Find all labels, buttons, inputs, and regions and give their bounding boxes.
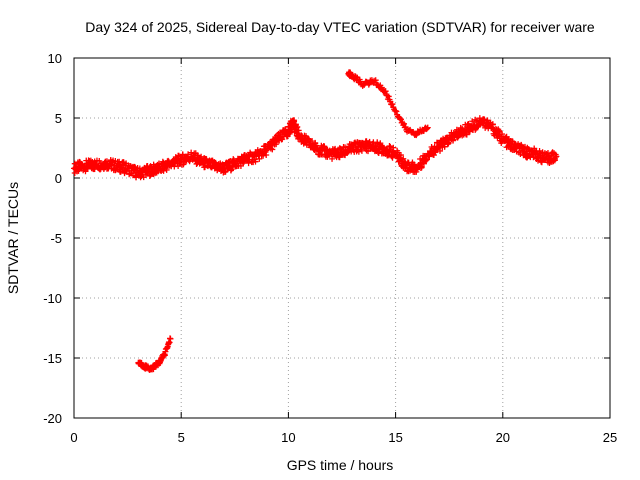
data-point	[423, 126, 430, 133]
y-tick-label: -15	[43, 351, 62, 366]
data-point	[240, 160, 247, 167]
data-point	[263, 147, 270, 154]
x-axis-label: GPS time / hours	[287, 457, 394, 473]
data-point	[401, 120, 408, 127]
data-point	[481, 116, 488, 123]
data-point	[445, 140, 452, 147]
y-tick-label: -10	[43, 291, 62, 306]
data-point	[306, 136, 313, 143]
y-tick-label: 5	[55, 111, 62, 126]
x-tick-label: 20	[496, 430, 510, 445]
grid	[74, 58, 610, 418]
data-point	[441, 143, 448, 150]
data-point	[329, 155, 336, 162]
data-point	[337, 145, 344, 152]
data-point	[245, 160, 252, 167]
data-point	[423, 157, 430, 164]
data-point	[167, 335, 174, 342]
data-point	[163, 166, 170, 173]
data-point	[198, 153, 205, 160]
data-point	[413, 132, 420, 139]
x-tick-label: 5	[178, 430, 185, 445]
data-point	[489, 121, 496, 128]
data-point	[269, 146, 276, 153]
chart-title: Day 324 of 2025, Sidereal Day-to-day VTE…	[85, 19, 595, 35]
data-layer	[71, 69, 560, 373]
data-point	[180, 161, 187, 168]
data-point	[423, 125, 430, 132]
data-point	[463, 131, 470, 138]
data-point	[390, 144, 397, 151]
data-point	[519, 147, 526, 154]
data-point	[538, 159, 545, 166]
data-point	[499, 131, 506, 138]
data-point	[476, 115, 483, 122]
data-point	[450, 137, 457, 144]
data-point	[538, 158, 545, 165]
data-point	[418, 163, 425, 170]
data-point	[374, 139, 381, 146]
x-tick-label: 25	[603, 430, 617, 445]
data-point	[294, 123, 301, 130]
data-point	[372, 77, 379, 84]
data-point	[517, 151, 524, 158]
data-point	[466, 128, 473, 135]
data-point	[393, 108, 400, 115]
data-point	[256, 155, 263, 162]
data-point	[397, 152, 404, 159]
data-point	[433, 145, 440, 152]
data-point	[218, 166, 225, 173]
data-point	[387, 143, 394, 150]
data-point	[400, 155, 407, 162]
y-tick-label: -20	[43, 411, 62, 426]
x-tick-label: 15	[388, 430, 402, 445]
data-point	[552, 154, 559, 161]
x-tick-label: 0	[70, 430, 77, 445]
data-point	[309, 138, 316, 145]
y-tick-label: 0	[55, 171, 62, 186]
data-point	[240, 158, 247, 165]
data-point	[227, 167, 234, 174]
x-tick-label: 10	[281, 430, 295, 445]
data-point	[385, 93, 392, 100]
data-point	[382, 88, 389, 95]
y-tick-label: 10	[48, 51, 62, 66]
data-point	[397, 116, 404, 123]
data-point	[295, 127, 302, 134]
data-point	[437, 147, 444, 154]
data-point	[129, 172, 136, 179]
data-point	[252, 158, 259, 165]
tick-labels: 0 5 10 15 20 25 -20 -15 -10 -5 0 5 10	[43, 51, 617, 445]
data-point	[389, 100, 396, 107]
y-axis-label: SDTVAR / TECUs	[5, 182, 21, 294]
axis-ticks	[73, 57, 611, 419]
data-point	[386, 143, 393, 150]
y-tick-label: -5	[50, 231, 62, 246]
